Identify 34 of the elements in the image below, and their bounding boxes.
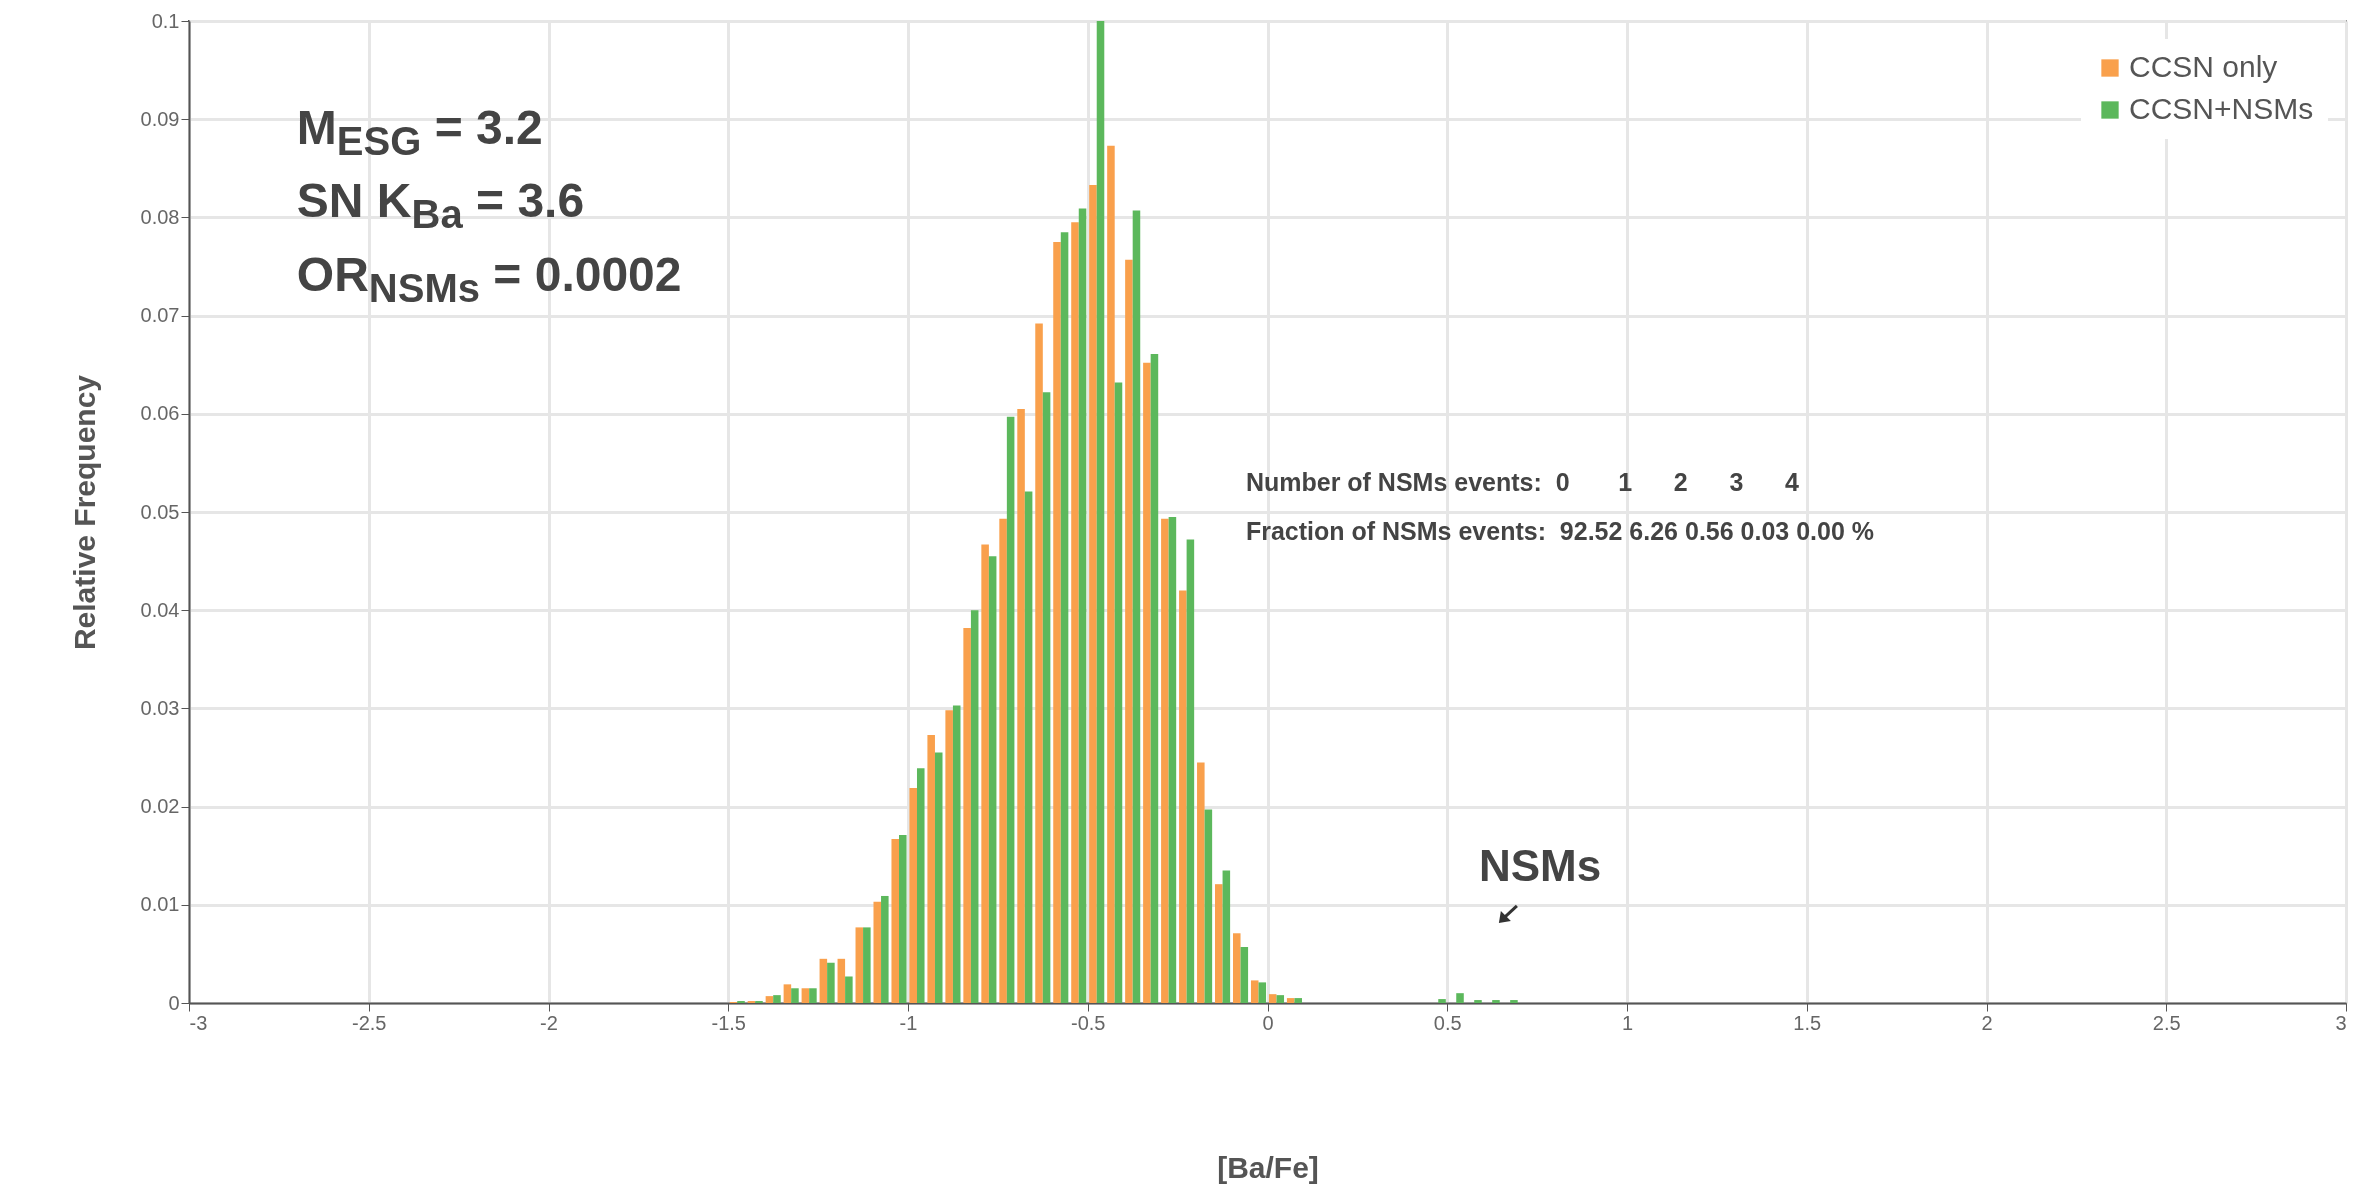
- x-tick-label: -2: [540, 1011, 558, 1034]
- x-tick-label: -1: [899, 1011, 918, 1034]
- y-axis-title: Relative Frequency: [67, 374, 101, 651]
- y-tick-label: 0.09: [140, 107, 180, 130]
- y-tick-label: 0.07: [140, 304, 180, 327]
- y-tick-label: 0.02: [140, 795, 180, 818]
- y-tick-label: 0.08: [140, 205, 180, 228]
- annotation: NSMs: [1478, 840, 1602, 891]
- x-tick-label: -1.5: [711, 1011, 746, 1034]
- x-tick-label: -3: [189, 1011, 208, 1034]
- legend-label: CCSN only: [2129, 50, 2278, 83]
- x-tick-label: 0: [1262, 1011, 1274, 1034]
- legend-label: CCSN+NSMs: [2129, 92, 2314, 125]
- x-tick-label: -2.5: [352, 1011, 387, 1034]
- annotation: M$_{ESG}$ = 3.2: [296, 99, 543, 164]
- y-tick-label: 0.01: [140, 893, 180, 916]
- annotation: Fraction of NSMs events: 92.52 6.26 0.56 0.03 0.00 %: [1245, 516, 1875, 546]
- x-tick-label: 3: [2335, 1011, 2347, 1034]
- x-tick-label: -0.5: [1071, 1011, 1106, 1034]
- annotation: SN K$_{Ba}$ = 3.6: [296, 173, 585, 237]
- y-tick-label: 0.03: [140, 696, 180, 719]
- y-tick-label: 0.06: [140, 402, 180, 425]
- x-tick-label: 1.5: [1793, 1011, 1822, 1034]
- y-tick-label: 0: [168, 991, 180, 1014]
- annotation: Number of NSMs events: 0 1 2 3 4: [1245, 467, 1799, 497]
- y-tick-label: 0.1: [151, 9, 180, 32]
- x-tick-label: 0.5: [1433, 1011, 1462, 1034]
- x-tick-label: 2.5: [2152, 1011, 2181, 1034]
- y-tick-label: 0.05: [140, 500, 180, 523]
- x-tick-label: 1: [1621, 1011, 1634, 1034]
- annotation: OR$_{NSMs}$ = 0.0002: [296, 246, 682, 311]
- x-axis-title: [Ba/Fe]: [1217, 1150, 1319, 1184]
- x-tick-label: 2: [1981, 1011, 1993, 1034]
- y-tick-label: 0.04: [140, 598, 180, 621]
